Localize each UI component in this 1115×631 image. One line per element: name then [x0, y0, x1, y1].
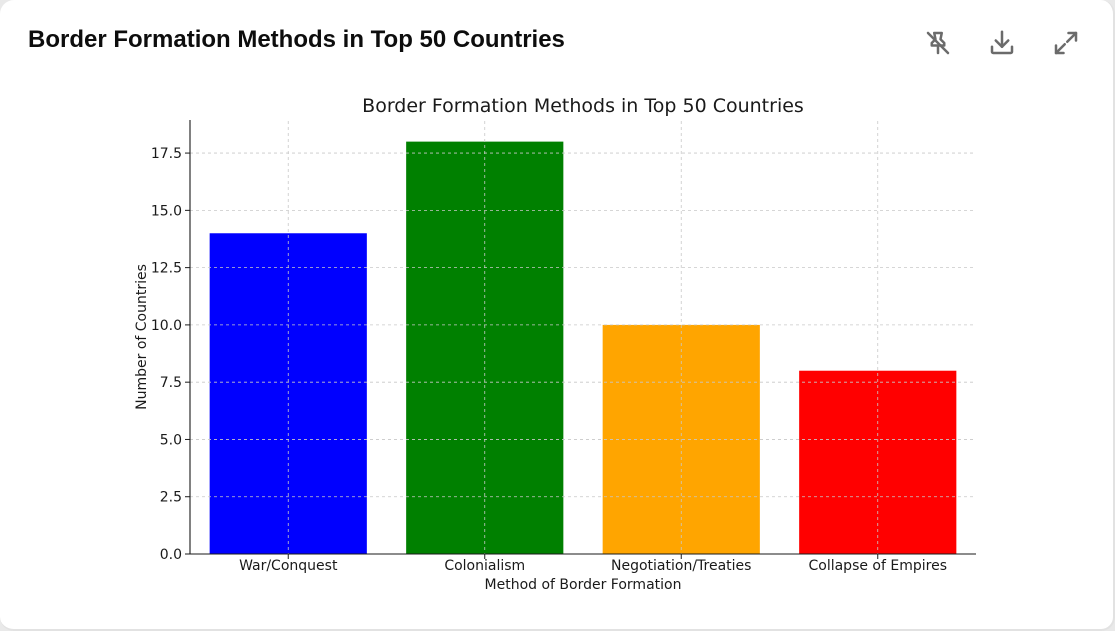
bars-group	[209, 141, 957, 554]
card-title: Border Formation Methods in Top 50 Count…	[28, 26, 565, 53]
axes-group: 0.0 2.5 5.0 7.5 10.0 12.5 15.0 17.5 War/Conquest…	[151, 120, 976, 574]
x-axis-label: Method of Border Formation	[485, 577, 682, 593]
expand-button[interactable]	[1047, 24, 1085, 62]
x-tick-label: Colonialism	[444, 558, 525, 574]
y-tick-label: 7.5	[160, 375, 182, 391]
y-tick-label: 17.5	[151, 146, 182, 162]
y-axis-label: Number of Countries	[134, 264, 150, 410]
y-tick-label: 10.0	[151, 318, 182, 334]
pin-off-icon	[926, 31, 950, 55]
download-button[interactable]	[983, 24, 1021, 62]
bar	[406, 141, 564, 554]
y-tick-label: 12.5	[151, 261, 182, 277]
expand-icon	[1054, 31, 1078, 55]
y-tick-label: 5.0	[160, 432, 182, 448]
grid-lines	[190, 121, 976, 555]
x-tick-label: War/Conquest	[239, 558, 338, 574]
x-tick-label: Collapse of Empires	[808, 558, 947, 574]
download-icon	[990, 30, 1014, 55]
y-tick-label: 2.5	[160, 490, 182, 506]
chart-title: Border Formation Methods in Top 50 Count…	[362, 95, 804, 117]
y-tick-label: 15.0	[151, 203, 182, 219]
y-tick-label: 0.0	[160, 547, 182, 563]
pin-off-button[interactable]	[919, 24, 957, 62]
chart-toolbar	[919, 24, 1085, 62]
x-tick-label: Negotiation/Treaties	[611, 558, 751, 574]
